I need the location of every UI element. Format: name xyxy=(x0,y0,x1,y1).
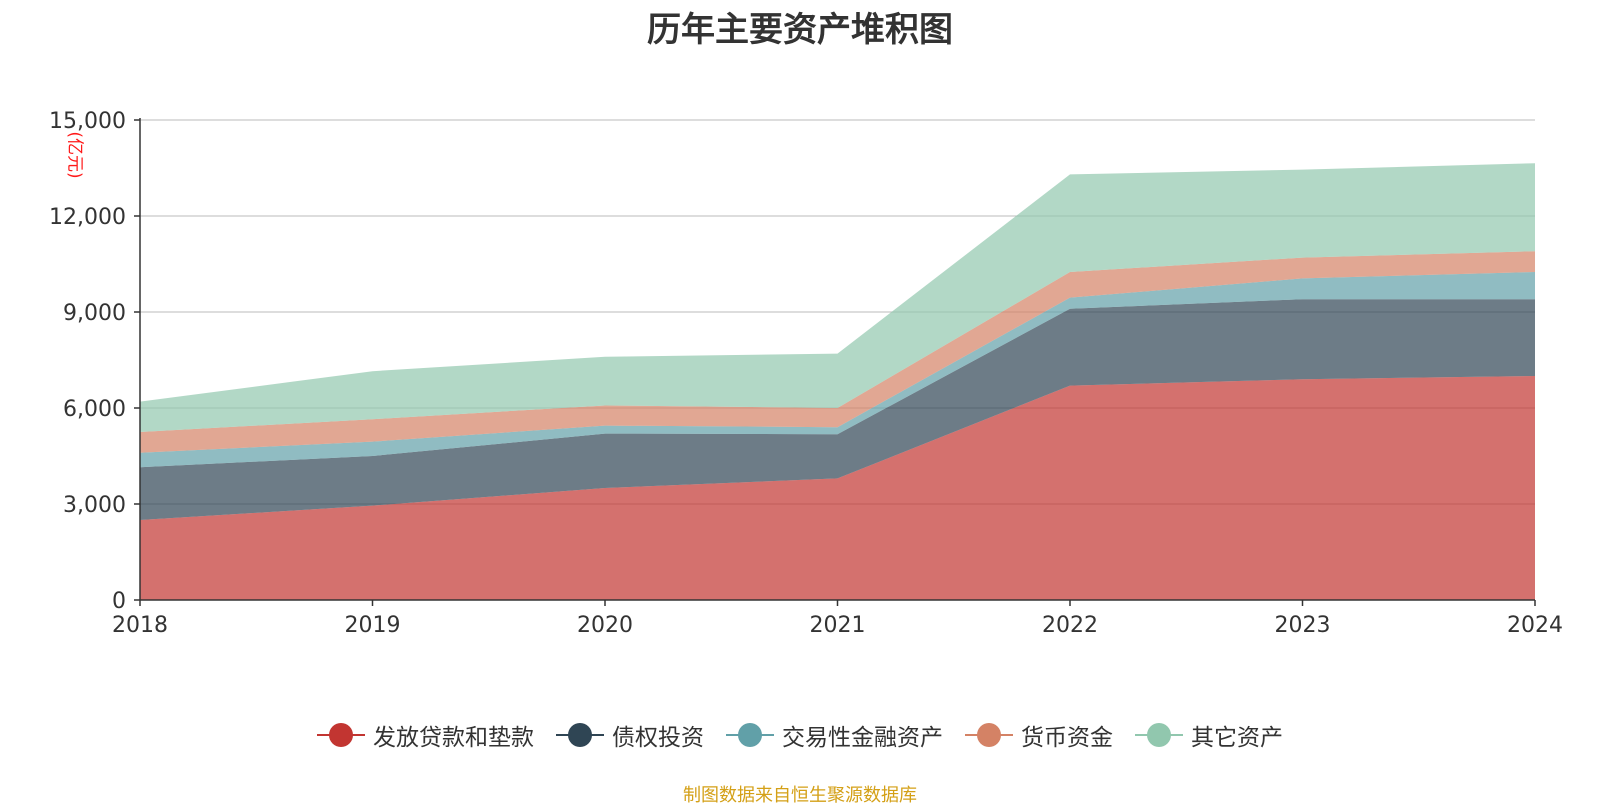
x-tick-label-2: 2020 xyxy=(577,613,633,638)
chart-title: 历年主要资产堆积图 xyxy=(647,10,953,50)
legend-item-1[interactable]: 债权投资 xyxy=(556,718,704,752)
y-tick-label-3: 9,000 xyxy=(63,301,126,326)
y-tick-label-4: 12,000 xyxy=(49,205,126,230)
legend-item-2[interactable]: 交易性金融资产 xyxy=(726,718,943,752)
legend-label: 其它资产 xyxy=(1191,725,1283,751)
area-series-3 xyxy=(140,251,1535,453)
y-tick-label-2: 6,000 xyxy=(63,397,126,422)
area-series-4 xyxy=(140,163,1535,432)
x-tick-label-5: 2023 xyxy=(1275,613,1331,638)
area-series-2 xyxy=(140,272,1535,468)
legend-item-3[interactable]: 货币资金 xyxy=(965,718,1113,752)
data-source-note: 制图数据来自恒生聚源数据库 xyxy=(683,785,917,806)
legend-marker-icon xyxy=(317,723,365,747)
x-tick-label-4: 2022 xyxy=(1042,613,1098,638)
axes: 0 3,000 6,000 9,000 12,000 15,000 2018 2019 2020… xyxy=(49,109,1563,638)
legend: 发放贷款和垫款 债权投资 交易性金融资产 货币资金 其它资产 xyxy=(0,718,1600,752)
x-tick-label-0: 2018 xyxy=(112,613,168,638)
y-tick-label-5: 15,000 xyxy=(49,109,126,134)
x-tick-label-6: 2024 xyxy=(1507,613,1563,638)
y-tick-label-0: 0 xyxy=(112,589,126,614)
legend-marker-icon xyxy=(965,723,1013,747)
area-series-0 xyxy=(140,376,1535,600)
legend-marker-icon xyxy=(1135,723,1183,747)
legend-label: 交易性金融资产 xyxy=(782,725,943,751)
legend-item-4[interactable]: 其它资产 xyxy=(1135,718,1283,752)
legend-label: 债权投资 xyxy=(612,725,704,751)
legend-label: 发放贷款和垫款 xyxy=(373,725,534,751)
area-series-1 xyxy=(140,299,1535,520)
area-series xyxy=(140,163,1535,600)
x-tick-label-1: 2019 xyxy=(345,613,401,638)
legend-item-0[interactable]: 发放贷款和垫款 xyxy=(317,718,534,752)
x-tick-label-3: 2021 xyxy=(810,613,866,638)
legend-marker-icon xyxy=(556,723,604,747)
y-tick-label-1: 3,000 xyxy=(63,493,126,518)
legend-label: 货币资金 xyxy=(1021,725,1113,751)
legend-marker-icon xyxy=(726,723,774,747)
